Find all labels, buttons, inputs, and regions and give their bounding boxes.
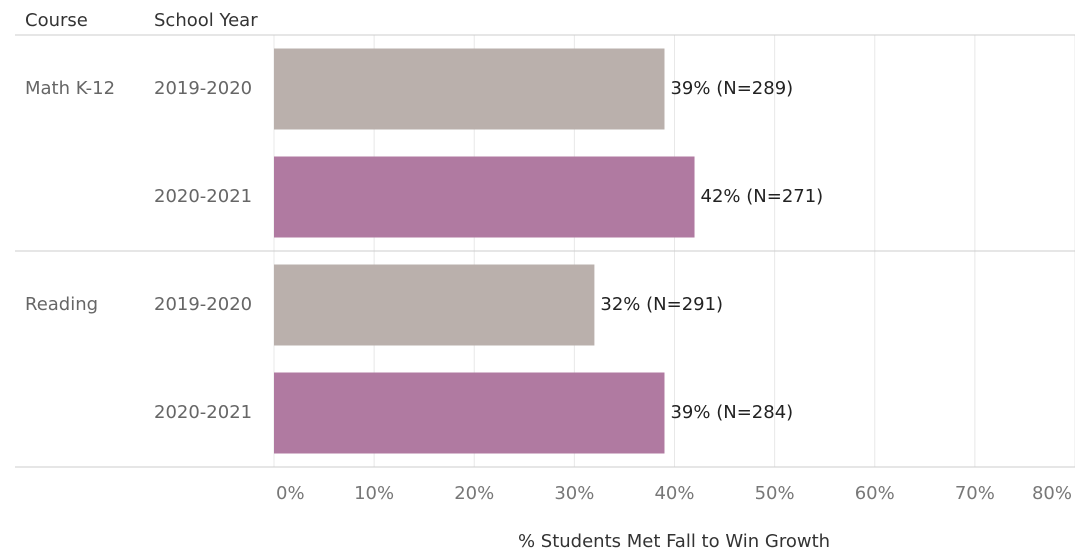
value-label: 32% (N=291) (600, 294, 723, 315)
x-tick-label: 0% (276, 483, 305, 504)
year-label: 2019-2020 (154, 78, 252, 99)
x-axis-title: % Students Met Fall to Win Growth (518, 531, 830, 551)
column-header: School Year (154, 10, 258, 31)
year-label: 2020-2021 (154, 186, 252, 207)
course-label: Reading (25, 294, 98, 315)
value-label: 39% (N=289) (670, 78, 793, 99)
year-label: 2020-2021 (154, 402, 252, 423)
x-tick-label: 80% (1032, 483, 1072, 504)
bar (274, 264, 595, 346)
bar (274, 156, 695, 238)
x-tick-label: 60% (855, 483, 895, 504)
x-tick-label: 40% (654, 483, 694, 504)
year-label: 2019-2020 (154, 294, 252, 315)
x-tick-label: 30% (554, 483, 594, 504)
course-label: Math K-12 (25, 78, 115, 99)
x-tick-label: 70% (955, 483, 995, 504)
column-header: Course (25, 10, 88, 31)
bar (274, 372, 665, 454)
x-tick-label: 20% (454, 483, 494, 504)
value-label: 39% (N=284) (670, 402, 793, 423)
bar (274, 48, 665, 130)
x-tick-label: 10% (354, 483, 394, 504)
x-tick-label: 50% (755, 483, 795, 504)
value-label: 42% (N=271) (701, 186, 824, 207)
